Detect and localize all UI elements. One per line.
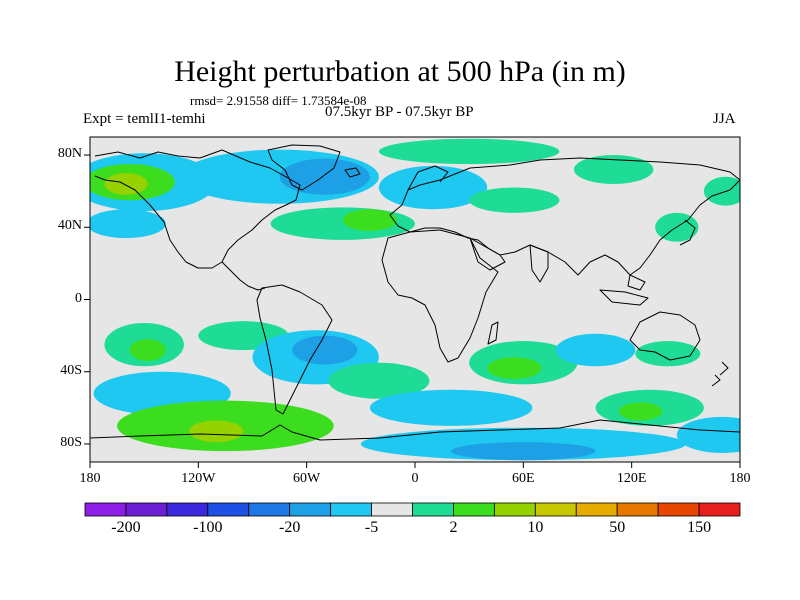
anomaly-region-north-pacific [90, 209, 166, 239]
lon-tick-label: 60E [512, 471, 535, 486]
anomaly-region-north-atlantic-core [342, 209, 397, 231]
colorbar-swatch [330, 502, 372, 517]
lon-tick-label: 60W [293, 471, 321, 486]
anomaly-region-south-pacific-west-core [129, 339, 166, 361]
lat-tick-label: 40N [57, 218, 82, 234]
lon-tick-label: 0 [411, 471, 419, 486]
colorbar-swatch [534, 502, 577, 517]
colorbar-label: -200 [111, 519, 141, 536]
colorbar-swatch [248, 502, 291, 517]
anomaly-region-east-siberia-positive [573, 155, 654, 184]
lat-tick-label: 0 [75, 290, 82, 306]
colorbar [84, 502, 741, 517]
colorbar-swatch [166, 502, 209, 517]
lon-tick-label: 180 [79, 471, 101, 486]
colorbar-label: 10 [527, 519, 544, 536]
colorbar-label: 50 [609, 519, 626, 536]
anomaly-region-southwest-pacific-core [619, 402, 663, 421]
colorbar-swatch [616, 502, 659, 517]
anomaly-region-siberia-positive [469, 187, 560, 213]
colorbar-swatch [371, 502, 413, 517]
colorbar-label: -100 [193, 519, 223, 536]
colorbar-swatch [657, 502, 700, 517]
colorbar-swatch [453, 502, 495, 517]
lat-tick-label: 80S [60, 434, 82, 450]
anomaly-region-australia-positive [635, 341, 701, 367]
anomaly-region-greenland-negative [279, 158, 370, 195]
anomaly-region-south-atlantic-core [292, 335, 358, 365]
colorbar-swatch [125, 502, 168, 517]
colorbar-swatch [289, 502, 332, 517]
anomaly-region-antarctic-negative-core [451, 442, 596, 461]
colorbar-label: 150 [687, 519, 712, 536]
experiment-label: Expt = temlI1-temhi [83, 111, 206, 127]
colorbar-swatch [412, 502, 454, 517]
anomaly-region-south-atlantic-positive [328, 362, 430, 399]
lon-tick-label: 120E [616, 471, 647, 486]
anomaly-region-europe-negative [378, 165, 488, 210]
colorbar-label: -20 [279, 519, 301, 536]
rmsd-diff-stats: rmsd= 2.91558 diff= 1.73584e-08 [190, 93, 367, 108]
anomaly-region-indian-negative [555, 333, 636, 367]
colorbar-swatch [207, 502, 250, 517]
anomaly-region-alaska-core [104, 173, 148, 195]
anomaly-fields [90, 138, 740, 461]
axis-ticks [84, 154, 741, 468]
anomaly-region-southern-ocean-core [189, 420, 244, 443]
period-label: 07.5kyr BP - 07.5kyr BP [325, 104, 474, 120]
colorbar-label: -5 [364, 519, 379, 536]
anomaly-region-arctic-positive [378, 138, 560, 165]
colorbar-swatch [698, 502, 741, 517]
colorbar-label: 2 [449, 519, 458, 536]
lat-tick-label: 40S [60, 362, 82, 378]
colorbar-swatch [575, 502, 618, 517]
anomaly-region-kamchatka-positive [703, 176, 740, 206]
lon-tick-label: 180 [729, 471, 751, 486]
colorbar-swatch [493, 502, 536, 517]
coastlines [90, 144, 740, 441]
lon-tick-label: 120W [181, 471, 216, 486]
anomaly-region-ross-sea-negative [676, 416, 740, 453]
colorbar-swatch [84, 502, 127, 517]
anomaly-region-indian-ocean-core [487, 357, 542, 379]
anomaly-region-madagascar-negative [369, 389, 533, 426]
lat-tick-label: 80N [57, 146, 82, 162]
season-label: JJA [713, 111, 736, 127]
figure-title: Height perturbation at 500 hPa (in m) [174, 55, 626, 88]
